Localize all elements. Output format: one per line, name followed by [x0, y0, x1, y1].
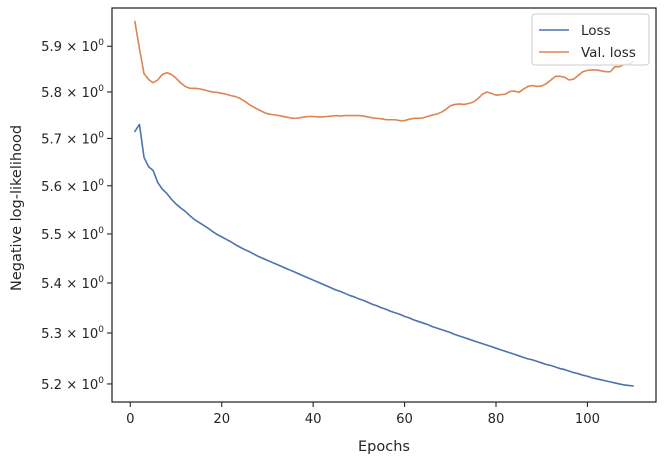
series-line-val-loss: [134, 20, 634, 122]
plot-frame: [111, 7, 657, 403]
legend-label-loss: Loss: [581, 23, 611, 39]
x-axis: 0 20 40 60 80 100: [126, 402, 600, 427]
x-tick-label: 40: [305, 412, 322, 427]
x-tick-label: 20: [213, 412, 230, 427]
y-tick-label: 5.5 × 100: [41, 226, 104, 243]
y-tick-label: 5.8 × 100: [41, 84, 104, 101]
y-axis: 5.2 × 100 5.3 × 100 5.4 × 100 5.5 × 100 5.6 …: [41, 38, 112, 393]
y-axis-title: Negative log-likelihood: [9, 125, 25, 291]
x-tick-label: 80: [488, 412, 505, 427]
legend-label-val-loss: Val. loss: [581, 45, 636, 61]
y-tick-label: 5.3 × 100: [41, 325, 104, 342]
y-tick-label: 5.2 × 100: [41, 376, 104, 393]
y-tick-label: 5.7 × 100: [41, 130, 104, 147]
y-tick-label: 5.4 × 100: [41, 275, 104, 292]
x-axis-title: Epochs: [358, 439, 410, 455]
x-tick-label: 60: [396, 412, 413, 427]
y-tick-label: 5.6 × 100: [41, 178, 104, 195]
legend: Loss Val. loss: [531, 13, 650, 66]
x-tick-label: 0: [126, 412, 134, 427]
y-tick-label: 5.9 × 100: [41, 38, 104, 55]
series-line-loss: [134, 123, 634, 387]
series-lines: [134, 20, 634, 387]
x-tick-label: 100: [575, 412, 600, 427]
